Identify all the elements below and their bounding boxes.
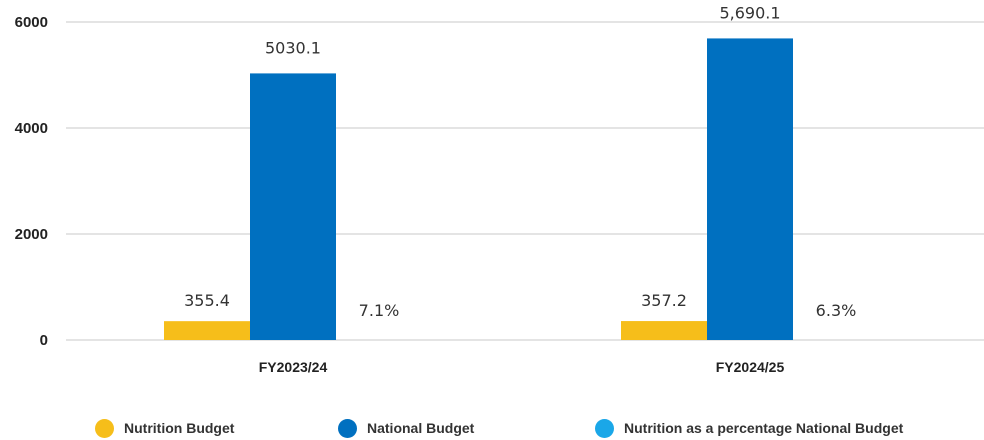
data-label-nutrition-percentage-2: 6.3% [816,301,857,320]
gridlines [66,21,984,341]
legend-item-nutrition-budget: Nutrition Budget [95,418,234,438]
x-category-label-1: FY2023/24 [259,359,328,375]
legend-label-nutrition-percentage: Nutrition as a percentage National Budge… [624,420,904,436]
data-label-nutrition-budget-2: 357.2 [641,291,687,310]
data-labels: 355.4 5030.1 7.1% 357.2 5,690.1 6.3% [184,3,856,320]
legend-swatch-national-budget [338,418,357,438]
y-axis-ticks: 0 2000 4000 6000 [15,14,48,349]
data-label-national-budget-1: 5030.1 [265,38,321,57]
legend-swatch-nutrition-budget [95,418,114,438]
data-label-national-budget-2: 5,690.1 [719,3,780,22]
y-tick-label-0: 0 [40,332,48,349]
data-label-nutrition-budget-1: 355.4 [184,291,230,310]
legend-item-national-budget: National Budget [338,418,474,438]
legend-item-nutrition-percentage: Nutrition as a percentage National Budge… [595,418,903,438]
x-category-label-2: FY2024/25 [716,359,785,375]
bars [164,38,793,341]
y-tick-label-4000: 4000 [15,120,48,137]
legend-swatch-nutrition-percentage [595,418,614,438]
bar-nutrition-budget-1 [164,321,250,340]
x-axis-categories: FY2023/24 FY2024/25 [259,359,785,375]
bar-national-budget-2 [707,38,793,340]
y-tick-label-2000: 2000 [15,226,48,243]
legend: Nutrition Budget National Budget Nutriti… [0,418,984,438]
y-tick-label-6000: 6000 [15,14,48,31]
legend-label-national-budget: National Budget [367,420,475,436]
legend-label-nutrition-budget: Nutrition Budget [124,420,235,436]
bar-nutrition-budget-2 [621,321,707,340]
data-label-nutrition-percentage-1: 7.1% [359,301,400,320]
bar-national-budget-1 [250,73,336,341]
